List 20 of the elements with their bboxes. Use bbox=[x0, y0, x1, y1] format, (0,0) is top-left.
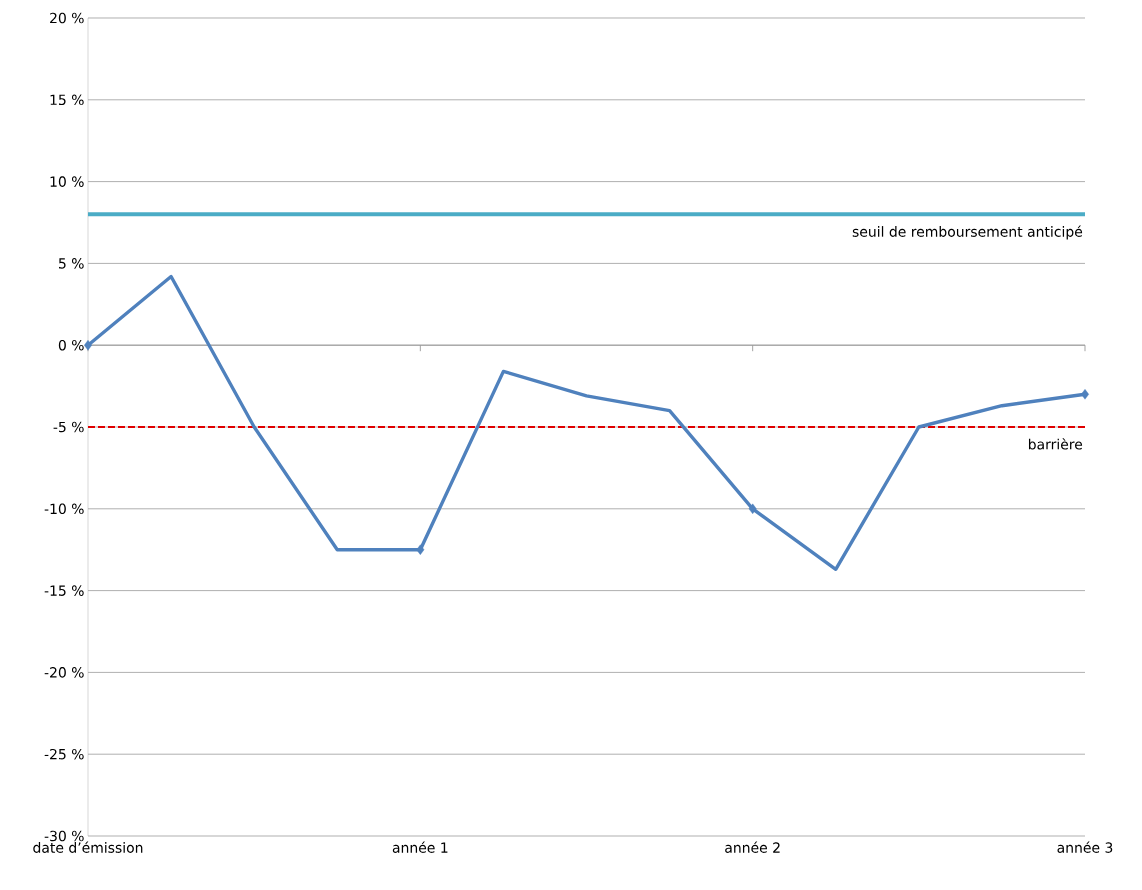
y-tick-label: -10 % bbox=[44, 503, 84, 515]
y-tick-label: -5 % bbox=[53, 421, 84, 433]
y-tick-label: 15 % bbox=[50, 94, 84, 106]
y-tick-label: -30 % bbox=[44, 830, 84, 842]
y-tick-label: -15 % bbox=[44, 585, 84, 596]
point bbox=[1081, 389, 1089, 400]
point bbox=[416, 544, 425, 555]
y-tick-label: 5 % bbox=[59, 258, 84, 269]
ref-line-label: seuil de remboursement anticipé bbox=[852, 225, 1083, 240]
x-tick-label: année 3 bbox=[1057, 841, 1113, 853]
y-tick-label: 20 % bbox=[50, 12, 84, 24]
x-tick-label: année 1 bbox=[392, 841, 448, 853]
x-tick-label: date d’émission bbox=[33, 841, 143, 853]
y-tick-label: 0 % bbox=[58, 339, 84, 351]
x-tick-label: année 2 bbox=[725, 841, 780, 853]
ref-line-label: barrière bbox=[1028, 438, 1083, 450]
y-tick-label: -20 % bbox=[44, 667, 84, 678]
point bbox=[748, 503, 757, 514]
y-tick-label: -25 % bbox=[44, 748, 84, 760]
y-tick-label: 10 % bbox=[50, 176, 84, 187]
